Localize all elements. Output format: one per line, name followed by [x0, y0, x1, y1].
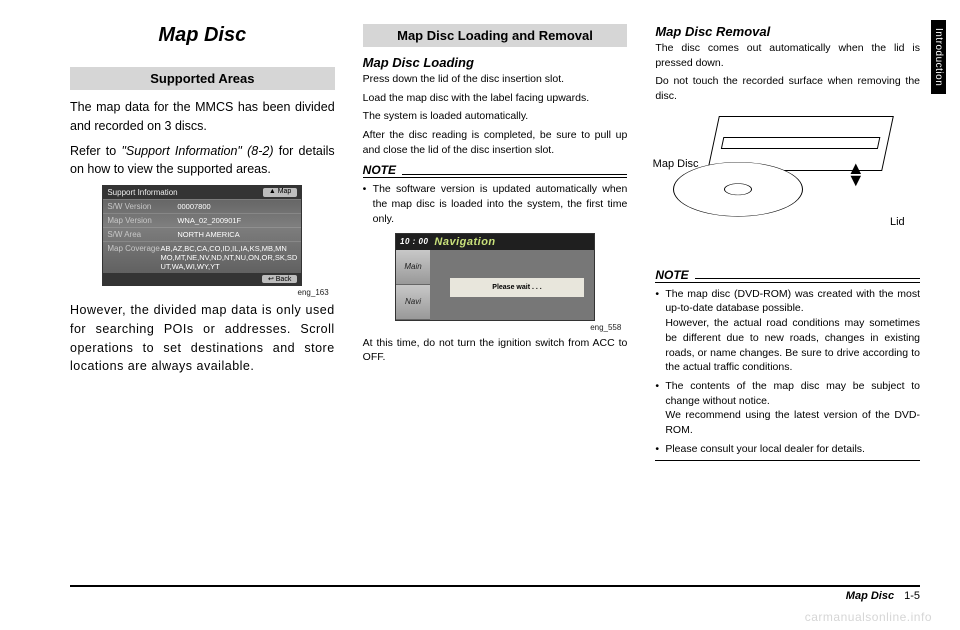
note-list: The software version is updated automati… [363, 182, 628, 226]
paragraph: After the disc reading is completed, be … [363, 128, 628, 157]
section-loading-removal: Map Disc Loading and Removal [363, 24, 628, 47]
screenshot-main: Please wait . . . [430, 250, 594, 320]
note-label: NOTE [363, 163, 396, 177]
info-value: AB,AZ,BC,CA,CO,ID,IL,IA,KS,MB,MN MO,MT,N… [161, 244, 298, 271]
screenshot-sidebar: Main Navi [396, 250, 430, 320]
support-info-screenshot: Support Information ▲ Map S/W Version000… [102, 185, 302, 286]
column-1: Map Disc Supported Areas The map data fo… [70, 24, 335, 570]
label-lid: Lid [890, 216, 905, 228]
info-key: S/W Version [107, 202, 177, 211]
subheading-removal: Map Disc Removal [655, 24, 920, 39]
info-key: Map Version [107, 216, 177, 225]
note-heading: NOTE [655, 268, 920, 283]
info-value: 00007800 [177, 202, 297, 211]
column-3: Map Disc Removal The disc comes out auto… [655, 24, 920, 570]
navi-tab: Navi [396, 285, 430, 320]
note-label: NOTE [655, 268, 688, 282]
paragraph: The disc comes out automatically when th… [655, 41, 920, 70]
paragraph: However, the divided map data is only us… [70, 301, 335, 376]
screenshot-topbar: Support Information ▲ Map [103, 186, 301, 199]
arrow-icon: ▲▼ [847, 162, 865, 187]
note-heading: NOTE [363, 163, 628, 178]
divider [655, 460, 920, 461]
column-2: Map Disc Loading and Removal Map Disc Lo… [363, 24, 628, 570]
page: Map Disc Supported Areas The map data fo… [0, 0, 960, 570]
paragraph: Do not touch the recorded surface when r… [655, 74, 920, 103]
section-supported-areas: Supported Areas [70, 67, 335, 90]
info-value: WNA_02_200901F [177, 216, 297, 225]
figure-caption: eng_558 [363, 323, 622, 332]
info-row: Map CoverageAB,AZ,BC,CA,CO,ID,IL,IA,KS,M… [103, 241, 301, 273]
info-row: Map VersionWNA_02_200901F [103, 213, 301, 227]
back-button-icon: ↩ Back [262, 275, 297, 283]
screenshot-title: Support Information [107, 188, 177, 197]
info-key: Map Coverage [107, 244, 160, 271]
navigation-screenshot: 10 : 00 Navigation Main Navi Please wait… [395, 233, 595, 321]
page-title: Map Disc [70, 24, 335, 47]
paragraph: Load the map disc with the label facing … [363, 91, 628, 106]
nav-title: Navigation [434, 236, 495, 248]
map-button-icon: ▲ Map [263, 188, 298, 197]
note-item: The contents of the map disc may be subj… [655, 379, 920, 438]
note-item: Please consult your local dealer for det… [655, 442, 920, 457]
text: Refer to [70, 144, 121, 158]
footer-title: Map Disc [846, 590, 894, 602]
note-item: The map disc (DVD-ROM) was created with … [655, 287, 920, 375]
clock-text: 10 : 00 [400, 237, 428, 246]
paragraph: Press down the lid of the disc insertion… [363, 72, 628, 87]
paragraph: Refer to "Support Information" (8-2) for… [70, 142, 335, 180]
screenshot-topbar: 10 : 00 Navigation [396, 234, 594, 250]
info-key: S/W Area [107, 230, 177, 239]
note-list: The map disc (DVD-ROM) was created with … [655, 287, 920, 457]
paragraph: The map data for the MMCS has been divid… [70, 98, 335, 136]
disc-shape [673, 162, 803, 217]
reference-link: "Support Information" (8-2) [121, 144, 273, 158]
figure-caption: eng_163 [70, 288, 329, 297]
info-value: NORTH AMERICA [177, 230, 297, 239]
subheading-loading: Map Disc Loading [363, 55, 628, 70]
note-item: The software version is updated automati… [363, 182, 628, 226]
footer: Map Disc 1-5 [70, 585, 920, 602]
please-wait-text: Please wait . . . [450, 278, 584, 297]
disc-illustration: ▲▼ Map Disc Lid [673, 112, 903, 262]
side-tab: Introduction [931, 20, 946, 94]
screenshot-body: Main Navi Please wait . . . [396, 250, 594, 320]
paragraph: The system is loaded automatically. [363, 109, 628, 124]
paragraph: At this time, do not turn the ignition s… [363, 336, 628, 365]
footer-page: 1-5 [904, 590, 920, 602]
screenshot-bottombar: ↩ Back [103, 273, 301, 285]
label-map-disc: Map Disc [653, 158, 699, 170]
info-row: S/W AreaNORTH AMERICA [103, 227, 301, 241]
info-row: S/W Version00007800 [103, 199, 301, 213]
watermark: carmanualsonline.info [805, 610, 932, 624]
main-tab: Main [396, 250, 430, 285]
